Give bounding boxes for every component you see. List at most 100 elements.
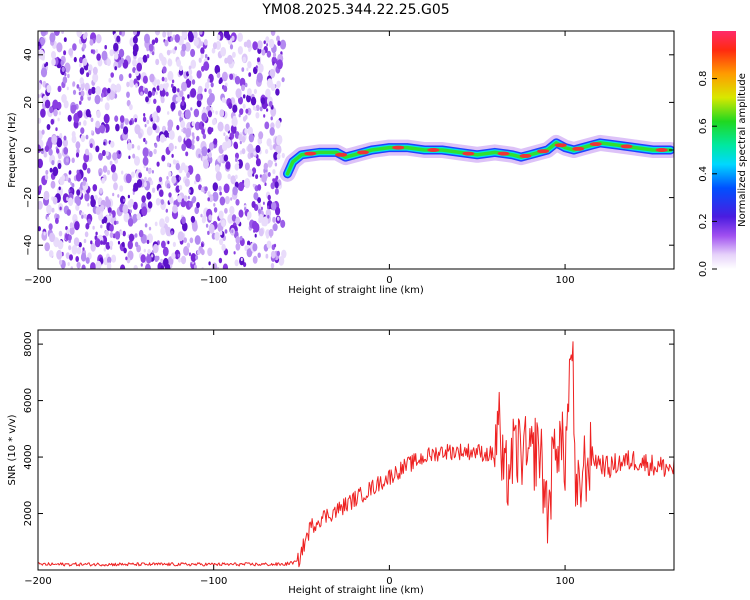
noise-speckle bbox=[90, 262, 96, 269]
ridge-peak bbox=[620, 144, 633, 149]
noise-speckle bbox=[80, 127, 85, 134]
noise-speckle bbox=[128, 155, 131, 160]
colorbar-tick-label: 0.8 bbox=[698, 71, 709, 87]
noise-speckle bbox=[267, 214, 270, 219]
noise-speckle bbox=[59, 133, 63, 138]
noise-speckle bbox=[257, 252, 261, 258]
noise-speckle bbox=[141, 195, 146, 203]
noise-speckle bbox=[154, 255, 159, 262]
noise-speckle bbox=[74, 195, 80, 205]
noise-speckle bbox=[212, 182, 218, 192]
noise-speckle bbox=[68, 245, 72, 251]
noise-speckle bbox=[266, 50, 272, 58]
y-tick-label: 8000 bbox=[23, 331, 34, 356]
noise-speckle bbox=[106, 262, 112, 269]
noise-speckle bbox=[110, 140, 115, 148]
noise-speckle bbox=[78, 87, 81, 91]
noise-speckle bbox=[66, 67, 70, 73]
noise-speckle bbox=[270, 182, 275, 190]
noise-speckle bbox=[127, 142, 132, 151]
noise-speckle bbox=[269, 68, 276, 79]
noise-speckle bbox=[67, 73, 70, 79]
noise-speckle bbox=[264, 121, 270, 130]
noise-speckle bbox=[109, 240, 114, 248]
noise-speckle bbox=[191, 144, 195, 150]
noise-speckle bbox=[150, 180, 154, 185]
noise-speckle bbox=[45, 170, 49, 175]
noise-speckle bbox=[171, 79, 175, 84]
noise-speckle bbox=[38, 45, 41, 50]
noise-speckle bbox=[247, 240, 251, 246]
noise-speckle bbox=[257, 40, 263, 50]
noise-speckle bbox=[126, 81, 130, 88]
ridge-peak bbox=[537, 149, 550, 154]
noise-speckle bbox=[227, 173, 231, 180]
noise-speckle bbox=[148, 150, 153, 158]
noise-speckle bbox=[271, 201, 277, 211]
noise-speckle bbox=[63, 37, 67, 42]
noise-speckle bbox=[196, 135, 200, 142]
noise-speckle bbox=[156, 85, 160, 91]
noise-speckle bbox=[178, 110, 182, 117]
noise-speckle bbox=[247, 88, 252, 96]
noise-speckle bbox=[127, 218, 134, 227]
noise-speckle bbox=[258, 228, 264, 237]
ridge-peak-marks bbox=[304, 142, 668, 158]
noise-speckle bbox=[136, 213, 141, 221]
noise-speckle bbox=[177, 253, 180, 258]
noise-speckle bbox=[104, 230, 109, 237]
noise-speckle bbox=[261, 173, 268, 183]
noise-speckle bbox=[52, 196, 58, 205]
spectrogram-x-ticks: −200 −100 0 100 bbox=[24, 31, 575, 286]
noise-speckle bbox=[79, 100, 82, 105]
noise-speckle bbox=[246, 248, 253, 258]
noise-speckle bbox=[186, 171, 191, 178]
noise-speckle bbox=[159, 83, 164, 91]
noise-speckle bbox=[55, 127, 58, 132]
noise-speckle bbox=[82, 43, 87, 50]
noise-speckle bbox=[274, 188, 279, 195]
noise-speckle bbox=[281, 152, 285, 159]
noise-speckle bbox=[98, 152, 103, 161]
noise-speckle bbox=[112, 192, 115, 197]
noise-speckle bbox=[215, 40, 221, 50]
noise-speckle bbox=[251, 167, 257, 175]
noise-speckle bbox=[82, 180, 86, 187]
x-tick-label: 100 bbox=[556, 576, 575, 587]
noise-speckle bbox=[270, 250, 276, 259]
noise-speckle bbox=[251, 201, 256, 208]
noise-speckle bbox=[244, 82, 248, 88]
noise-speckle bbox=[232, 104, 238, 113]
noise-speckle bbox=[223, 154, 229, 162]
noise-speckle bbox=[179, 65, 183, 72]
noise-speckle bbox=[186, 71, 190, 77]
noise-speckle bbox=[185, 151, 189, 157]
noise-speckle bbox=[252, 173, 255, 177]
noise-speckle bbox=[248, 133, 255, 143]
noise-speckle bbox=[258, 214, 264, 222]
noise-speckle bbox=[134, 124, 141, 135]
noise-speckle bbox=[266, 78, 273, 88]
noise-speckle bbox=[99, 187, 103, 194]
noise-speckle bbox=[152, 114, 157, 122]
colorbar-ticks: 0.0 0.2 0.4 0.6 0.8 bbox=[698, 71, 717, 277]
ridge-peak bbox=[427, 148, 440, 152]
noise-speckle bbox=[257, 208, 262, 214]
noise-speckle bbox=[218, 257, 223, 264]
noise-speckle bbox=[192, 31, 198, 39]
noise-speckle bbox=[276, 134, 283, 145]
noise-speckle bbox=[190, 253, 197, 262]
noise-speckle bbox=[166, 31, 173, 37]
noise-speckle bbox=[192, 135, 195, 140]
noise-speckle bbox=[188, 189, 191, 194]
noise-speckle bbox=[158, 176, 163, 183]
noise-speckle bbox=[177, 231, 184, 242]
noise-speckle bbox=[117, 240, 121, 245]
noise-speckle bbox=[109, 49, 114, 57]
noise-speckle bbox=[167, 32, 170, 37]
noise-speckle bbox=[193, 37, 199, 47]
noise-speckle bbox=[177, 135, 182, 143]
noise-speckle bbox=[38, 82, 42, 90]
noise-speckle bbox=[53, 31, 60, 36]
noise-speckle bbox=[225, 161, 231, 170]
